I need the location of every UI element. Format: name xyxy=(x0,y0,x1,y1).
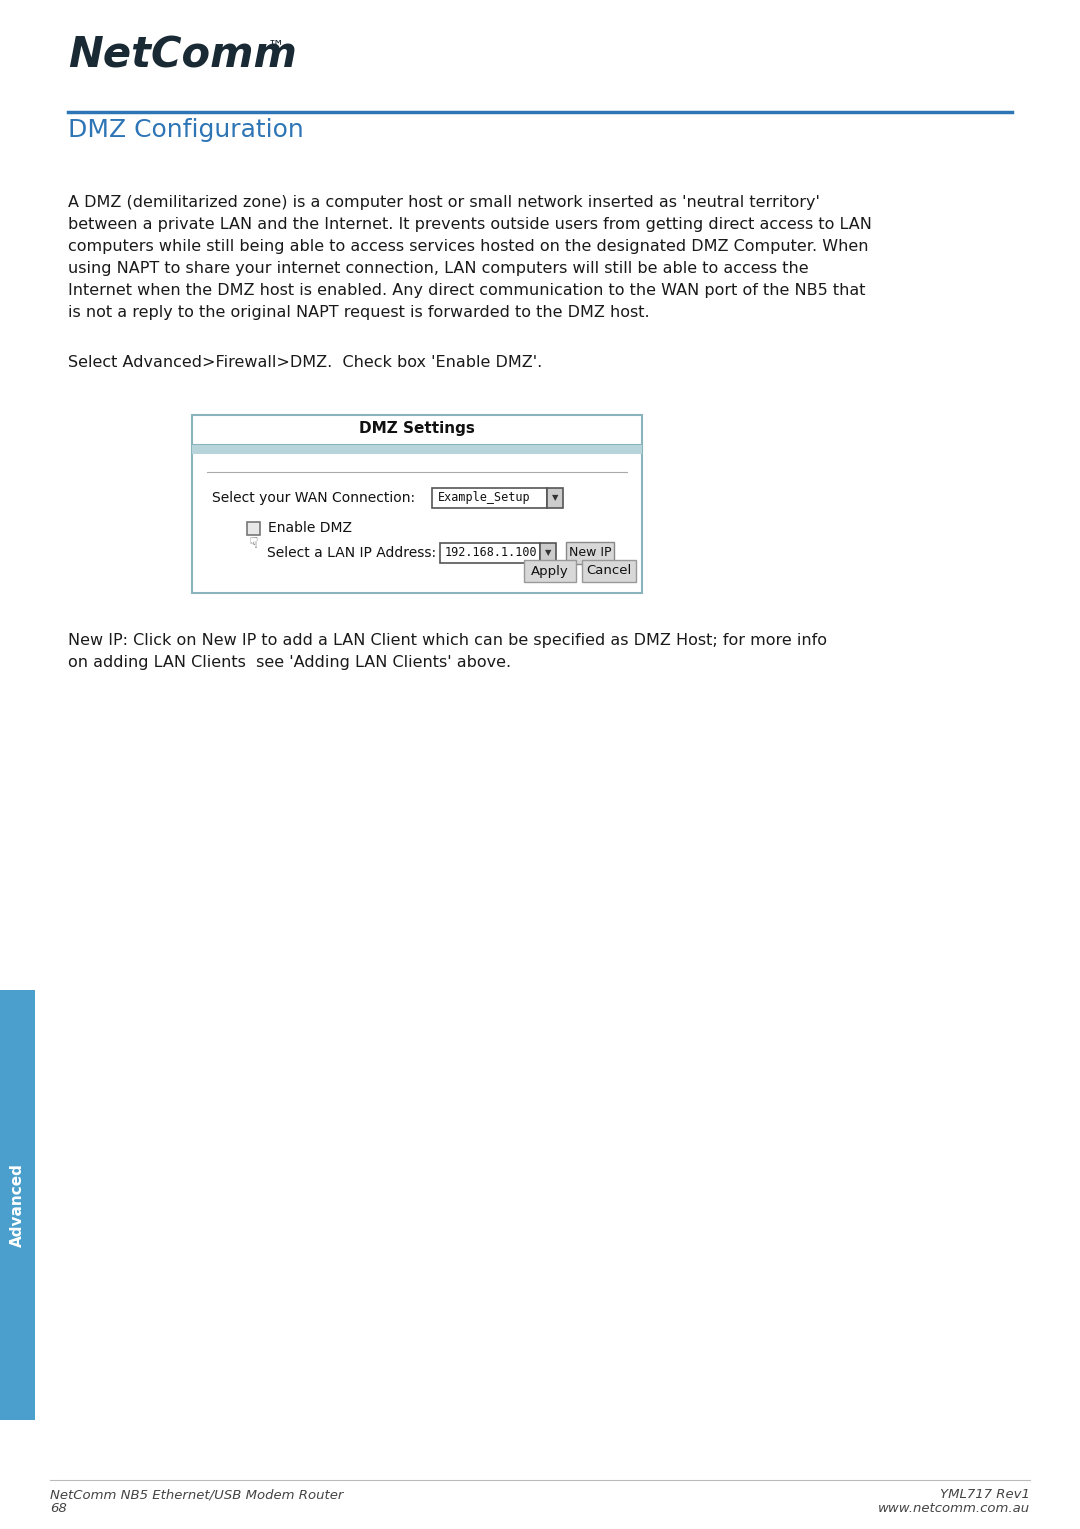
Text: DMZ Configuration: DMZ Configuration xyxy=(68,118,303,142)
Bar xyxy=(566,541,615,564)
Text: 68: 68 xyxy=(50,1501,67,1515)
Text: Enable DMZ: Enable DMZ xyxy=(268,521,352,535)
Bar xyxy=(524,560,576,583)
Text: is not a reply to the original NAPT request is forwarded to the DMZ host.: is not a reply to the original NAPT requ… xyxy=(68,304,650,320)
Bar xyxy=(546,488,563,508)
Text: New IP: Click on New IP to add a LAN Client which can be specified as DMZ Host; : New IP: Click on New IP to add a LAN Cli… xyxy=(68,633,827,648)
Text: between a private LAN and the Internet. It prevents outside users from getting d: between a private LAN and the Internet. … xyxy=(68,217,872,232)
Text: NetComm NB5 Ethernet/USB Modem Router: NetComm NB5 Ethernet/USB Modem Router xyxy=(50,1488,343,1501)
Text: ▼: ▼ xyxy=(552,494,558,503)
Text: Internet when the DMZ host is enabled. Any direct communication to the WAN port : Internet when the DMZ host is enabled. A… xyxy=(68,283,865,298)
Bar xyxy=(192,445,642,454)
Bar xyxy=(432,488,546,508)
Text: NetComm: NetComm xyxy=(68,35,297,76)
Text: ™: ™ xyxy=(268,37,285,55)
Bar xyxy=(192,414,642,593)
Text: DMZ Settings: DMZ Settings xyxy=(359,420,475,436)
Text: www.netcomm.com.au: www.netcomm.com.au xyxy=(878,1501,1030,1515)
Text: computers while still being able to access services hosted on the designated DMZ: computers while still being able to acce… xyxy=(68,239,868,254)
Text: New IP: New IP xyxy=(569,546,611,560)
Text: Select your WAN Connection:: Select your WAN Connection: xyxy=(212,491,415,505)
Bar xyxy=(0,989,35,1420)
Bar xyxy=(582,560,636,583)
Text: A DMZ (demilitarized zone) is a computer host or small network inserted as 'neut: A DMZ (demilitarized zone) is a computer… xyxy=(68,196,820,209)
Bar xyxy=(247,521,260,535)
Text: ☟: ☟ xyxy=(248,537,258,552)
Bar xyxy=(540,543,556,563)
Text: Advanced: Advanced xyxy=(10,1164,25,1248)
Bar xyxy=(440,543,540,563)
Text: on adding LAN Clients  see 'Adding LAN Clients' above.: on adding LAN Clients see 'Adding LAN Cl… xyxy=(68,654,511,670)
Text: Select a LAN IP Address:: Select a LAN IP Address: xyxy=(267,546,436,560)
Text: Select Advanced>Firewall>DMZ.  Check box 'Enable DMZ'.: Select Advanced>Firewall>DMZ. Check box … xyxy=(68,355,542,370)
Text: YML717 Rev1: YML717 Rev1 xyxy=(940,1488,1030,1501)
Text: Cancel: Cancel xyxy=(586,564,632,578)
Text: 192.168.1.100: 192.168.1.100 xyxy=(445,546,538,560)
Text: Apply: Apply xyxy=(531,564,569,578)
Text: ▼: ▼ xyxy=(544,549,551,558)
Text: Example_Setup: Example_Setup xyxy=(438,491,530,505)
Text: using NAPT to share your internet connection, LAN computers will still be able t: using NAPT to share your internet connec… xyxy=(68,261,809,277)
